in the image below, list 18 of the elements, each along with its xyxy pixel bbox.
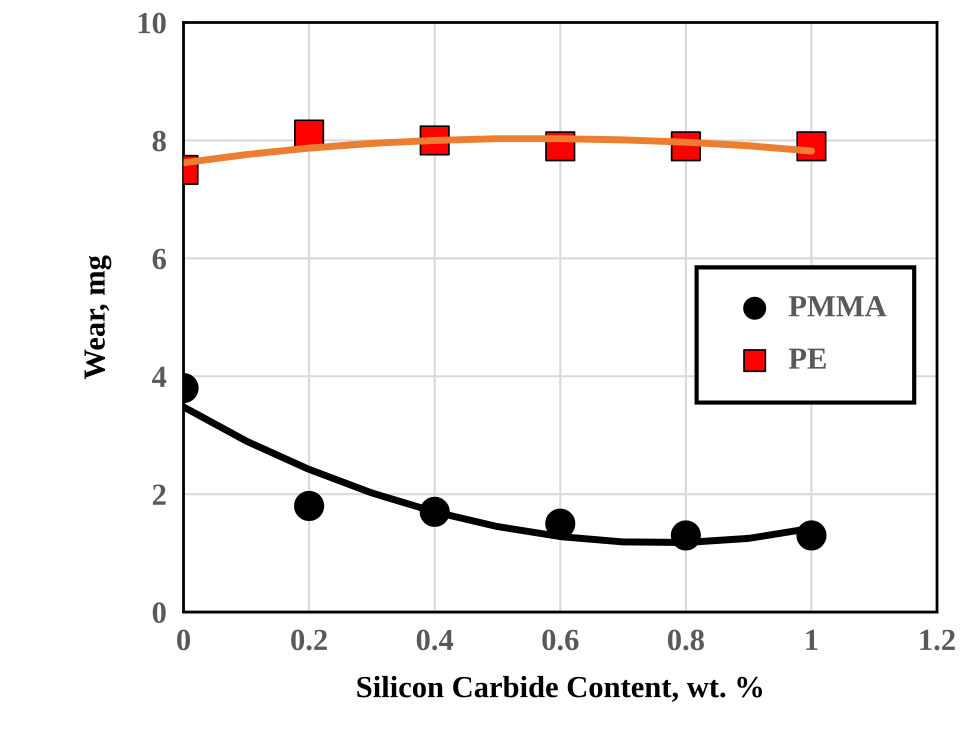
y-tick-label: 4	[152, 366, 166, 387]
point	[294, 490, 324, 522]
legend-label: PE	[788, 348, 826, 369]
x-tick-label: 0.6	[542, 630, 578, 650]
x-tick-label: 0.8	[668, 630, 704, 650]
x-tick-label: 0.2	[291, 630, 327, 650]
x-tick-label: 1.2	[920, 630, 955, 650]
y-tick-label: 10	[138, 12, 166, 34]
y-axis-title: Wear, mg	[84, 255, 112, 380]
y-tick-label: 2	[152, 484, 166, 505]
x-tick-label: 0.4	[416, 630, 454, 650]
x-tick-label: 1	[806, 630, 818, 650]
y-tick-label: 6	[152, 248, 166, 270]
y-tick-label: 0	[152, 602, 166, 623]
legend-label: PMMA	[788, 296, 886, 316]
x-tick-label: 0	[177, 630, 190, 650]
y-tick-label: 8	[152, 130, 166, 152]
x-axis-title: Silicon Carbide Content, wt. %	[357, 676, 762, 702]
